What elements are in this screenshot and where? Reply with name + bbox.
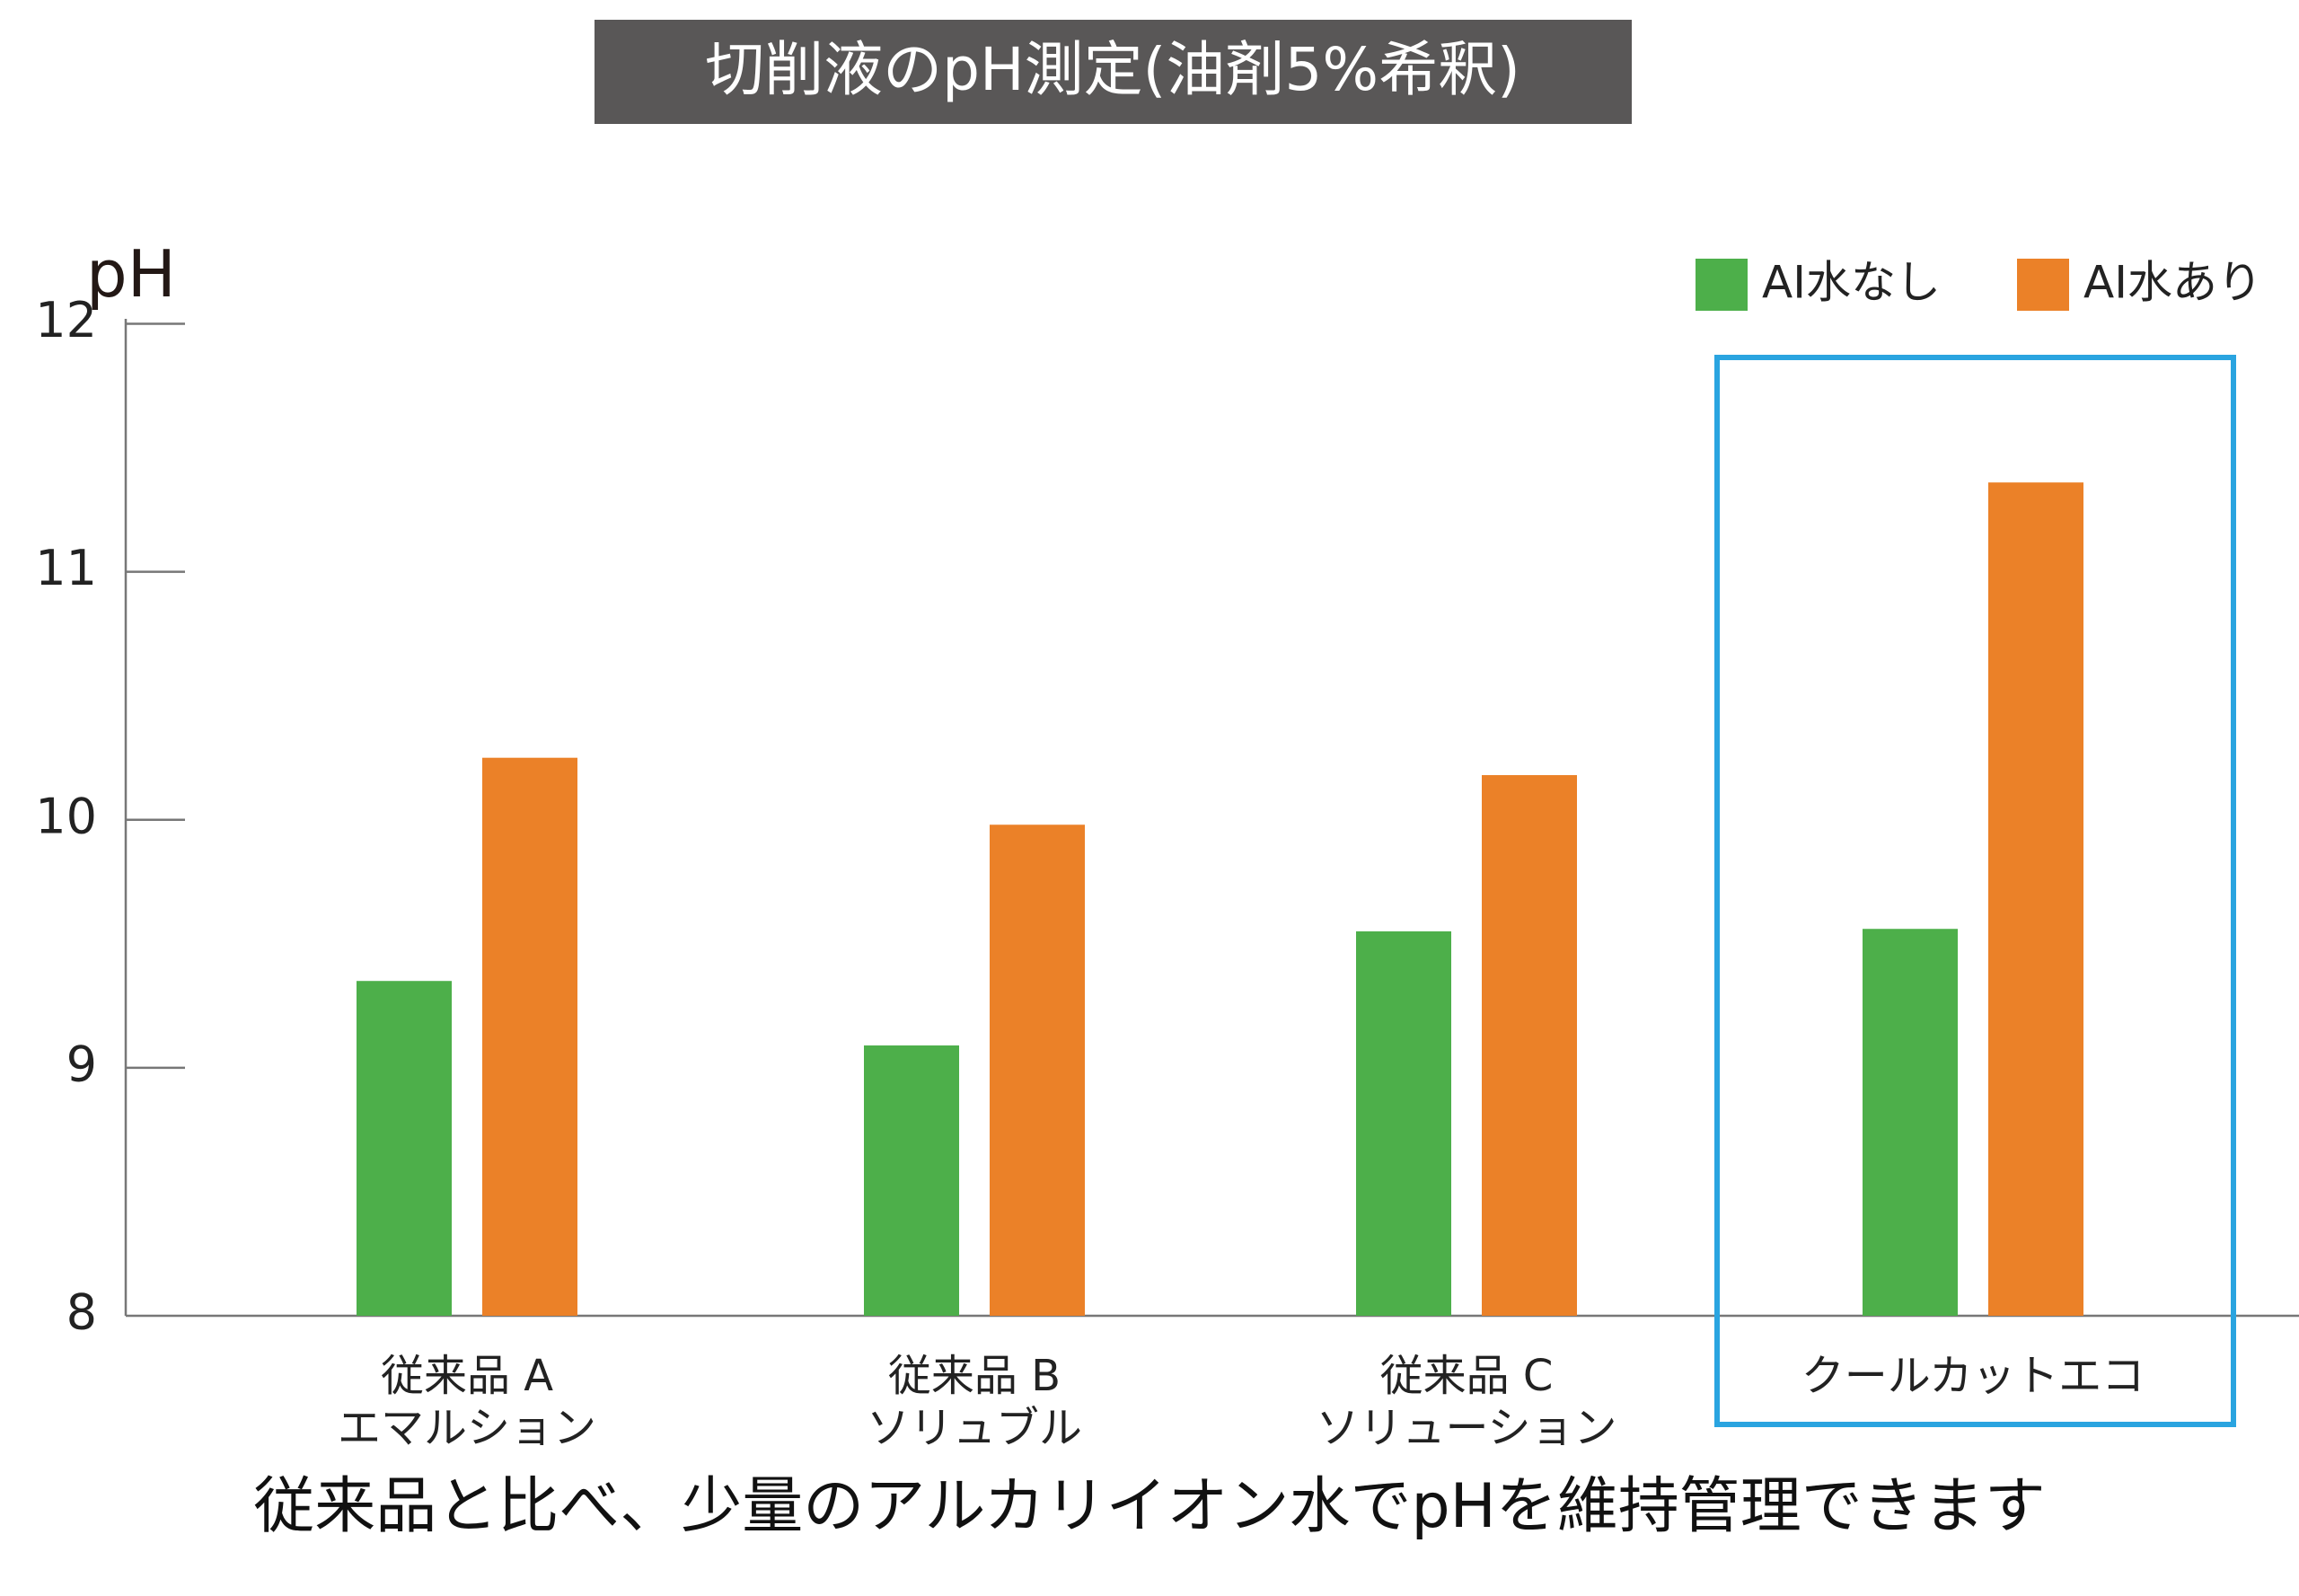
legend-swatch bbox=[2017, 259, 2069, 311]
chart-title-box bbox=[595, 20, 1632, 124]
bar-with-ai-water bbox=[1482, 775, 1577, 1316]
bar-with-ai-water bbox=[990, 824, 1085, 1316]
chart-title: 切削液のpH測定(油剤5%希釈) bbox=[705, 35, 1520, 104]
x-category-label: クールカットエコ bbox=[1801, 1351, 2145, 1401]
highlight-box bbox=[1714, 355, 2236, 1427]
bar-without-ai-water bbox=[1356, 930, 1451, 1316]
x-category-label: エマルション bbox=[338, 1403, 596, 1453]
x-category-label: 従来品 C bbox=[1380, 1351, 1554, 1401]
y-tick-label: 11 bbox=[35, 540, 97, 596]
y-tick-label: 9 bbox=[66, 1036, 97, 1093]
x-category-label: 従来品 A bbox=[381, 1351, 553, 1401]
x-category-label: ソリューション bbox=[1316, 1403, 1616, 1453]
x-category-label: ソリュブル bbox=[867, 1403, 1082, 1453]
bar-with-ai-water bbox=[482, 757, 577, 1316]
bars bbox=[357, 482, 2083, 1316]
y-tick-label: 12 bbox=[35, 292, 97, 348]
legend: AI水なし AI水あり bbox=[1696, 257, 2262, 311]
x-category-label: 従来品 B bbox=[888, 1351, 1061, 1401]
legend-label: AI水あり bbox=[2083, 257, 2262, 309]
legend-swatch bbox=[1696, 259, 1748, 311]
y-tick-label: 10 bbox=[35, 788, 97, 844]
y-axis-title: pH bbox=[86, 236, 176, 312]
bar-without-ai-water bbox=[864, 1045, 959, 1316]
bar-without-ai-water bbox=[1863, 929, 1958, 1316]
legend-label: AI水なし bbox=[1762, 257, 1941, 309]
bar-with-ai-water bbox=[1988, 482, 2083, 1316]
axes: 8 9 10 11 12 bbox=[35, 292, 2299, 1341]
footer-caption: 従来品と比べ、少量のアルカリイオン水でpHを維持管理できます bbox=[253, 1471, 2046, 1542]
bar-without-ai-water bbox=[357, 981, 452, 1316]
y-tick-label: 8 bbox=[66, 1284, 97, 1341]
